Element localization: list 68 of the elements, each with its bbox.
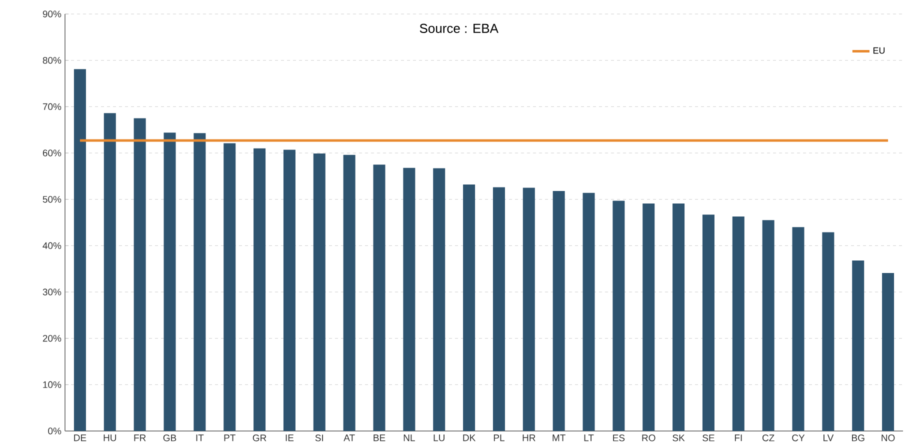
- bar: [492, 187, 505, 431]
- x-tick-label: IT: [196, 434, 204, 442]
- y-tick-label: 0%: [48, 428, 62, 434]
- x-tick-label: LU: [434, 434, 444, 442]
- bar: [224, 143, 236, 431]
- bar: [433, 168, 446, 431]
- x-tick-label: DK: [463, 434, 476, 442]
- bar: [254, 148, 266, 431]
- y-tick-label: 10%: [43, 381, 62, 388]
- bar: [283, 150, 296, 431]
- x-tick-label: SE: [702, 434, 714, 442]
- y-tick-label: 60%: [42, 150, 62, 156]
- y-tick-label: 70%: [42, 103, 62, 110]
- legend-label: EU: [873, 47, 885, 54]
- x-tick-label: PT: [224, 434, 236, 442]
- x-tick-label: AT: [344, 434, 355, 442]
- x-tick-label: GB: [163, 434, 176, 442]
- y-tick-label: 50%: [42, 196, 62, 203]
- x-tick-label: LT: [584, 434, 594, 442]
- bar: [104, 113, 116, 431]
- x-tick-label: MT: [552, 434, 566, 442]
- x-tick-label: NL: [404, 434, 415, 442]
- bar: [852, 260, 864, 431]
- x-tick-label: FR: [134, 434, 146, 442]
- x-tick-label: RO: [642, 434, 656, 442]
- bar: [762, 220, 774, 431]
- x-tick-label: ES: [613, 434, 625, 442]
- bar: [612, 200, 625, 431]
- bar: [792, 227, 804, 431]
- x-tick-label: CY: [792, 434, 805, 442]
- bar: [732, 216, 744, 431]
- y-tick-label: 20%: [42, 334, 62, 342]
- bar: [582, 192, 595, 431]
- bar: [74, 69, 86, 431]
- bar: [134, 118, 146, 431]
- x-tick-label: SK: [672, 434, 685, 442]
- bar: [343, 154, 356, 431]
- bar: [373, 164, 386, 431]
- x-tick-label: HU: [104, 434, 116, 442]
- x-tick-label: BG: [852, 434, 864, 442]
- x-tick-label: SI: [315, 434, 323, 442]
- y-tick-label: 80%: [42, 56, 62, 64]
- bar: [164, 132, 176, 431]
- bar: [642, 204, 655, 431]
- bar: [672, 204, 685, 431]
- x-tick-label: DE: [74, 434, 86, 442]
- x-tick-label: BE: [374, 434, 386, 442]
- x-tick-label: GR: [252, 434, 266, 442]
- x-tick-label: FI: [734, 434, 742, 442]
- x-tick-label: LV: [824, 434, 834, 442]
- bar: [313, 153, 326, 431]
- bar: [882, 273, 894, 431]
- x-tick-label: IE: [286, 434, 294, 442]
- bar: [822, 232, 834, 431]
- bar: [552, 190, 565, 431]
- x-tick-label: HR: [522, 434, 536, 442]
- y-tick-label: 90%: [42, 10, 62, 18]
- x-tick-label: CZ: [762, 434, 774, 442]
- bar: [702, 214, 714, 431]
- annotation: Source : EBA: [420, 24, 498, 33]
- bar: [403, 168, 416, 431]
- x-tick-label: PL: [494, 434, 504, 442]
- y-tick-label: 30%: [42, 288, 62, 296]
- x-tick-label: NO: [882, 434, 895, 442]
- bar: [194, 133, 206, 431]
- y-tick-label: 40%: [42, 242, 62, 250]
- bar: [463, 184, 476, 431]
- bar: [522, 188, 535, 431]
